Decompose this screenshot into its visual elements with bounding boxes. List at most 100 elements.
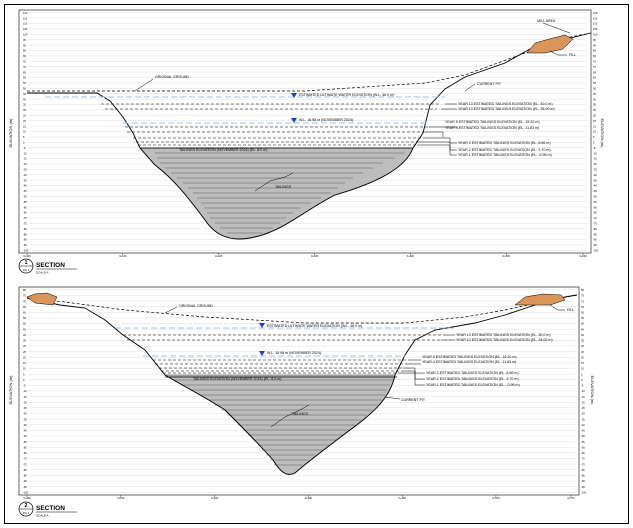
- y-tick-label: -90: [23, 479, 27, 483]
- y-tick-label: -85: [581, 474, 585, 478]
- y-tick-label: -85: [23, 232, 27, 236]
- y-tick-label: 115: [593, 16, 598, 20]
- y-tick-label: -30: [593, 173, 597, 177]
- section-1-year-4-label: YEAR 4 ESTIMATED TAILINGS ELEVATION (EL.…: [445, 126, 539, 130]
- y-tick-label: 45: [23, 92, 26, 96]
- y-tick-label: 30: [23, 108, 26, 112]
- section-1-mill-area-label: MILL AREA: [537, 19, 556, 23]
- y-tick-label: -15: [581, 395, 585, 399]
- y-tick-label: -85: [593, 232, 597, 236]
- y-tick-label: 120: [23, 11, 28, 15]
- y-tick-label: -65: [23, 451, 27, 455]
- x-tick-label: 0+200: [211, 496, 219, 500]
- y-tick-label: 40: [581, 333, 584, 337]
- section-1-tailings-nov-label: TAILINGS ELEVATION (NOVEMBER 2024) (EL. …: [179, 148, 267, 152]
- y-tick-label: 25: [23, 350, 26, 354]
- section-2-leaders: [164, 304, 565, 428]
- x-tick-label: 0+000: [23, 496, 31, 500]
- y-tick-label: -35: [23, 178, 27, 182]
- y-tick-label: 0: [23, 378, 25, 382]
- y-tick-label: 70: [581, 299, 584, 303]
- y-tick-label: 15: [593, 124, 596, 128]
- y-tick-label: -80: [23, 468, 27, 472]
- y-tick-label: -20: [581, 400, 585, 404]
- y-tick-label: -40: [593, 184, 597, 188]
- y-tick-label: -100: [23, 249, 29, 253]
- y-tick-label: 105: [593, 27, 598, 31]
- cross-section-drawing: 1201151101051009590858075706560555045403…: [8, 9, 605, 518]
- section-2-fill-label: FILL: [567, 308, 574, 312]
- section-1-fill-area: [526, 34, 574, 54]
- y-tick-label: 20: [593, 119, 596, 123]
- y-tick-label: 45: [593, 92, 596, 96]
- y-tick-label: -40: [23, 423, 27, 427]
- x-tick-label: 0+500: [492, 496, 500, 500]
- y-tick-label: 25: [593, 114, 596, 118]
- y-tick-label: 85: [593, 49, 596, 53]
- y-tick-label: -95: [23, 485, 27, 489]
- y-tick-label: 35: [593, 103, 596, 107]
- y-tick-label: 65: [23, 305, 26, 309]
- y-tick-label: 75: [23, 294, 26, 298]
- section-1-original-ground-label: ORIGINAL GROUND: [155, 75, 189, 79]
- section-1-year-lines: [101, 103, 441, 146]
- section-2-title-block: 2 FIG 2 SECTION SCALE A: [18, 501, 77, 518]
- y-tick-label: -10: [581, 389, 585, 393]
- section-1-ultimate-water-label: ESTIMATED ULTIMATE WATER ELEVATION (W.L.…: [299, 93, 394, 97]
- section-2-fill-area-left: [26, 292, 58, 306]
- y-tick-label: 0: [23, 141, 25, 145]
- y-tick-label: 25: [23, 114, 26, 118]
- y-tick-label: 70: [23, 65, 26, 69]
- y-tick-label: 45: [23, 327, 26, 331]
- x-tick-label: 0+200: [215, 254, 223, 258]
- section-2-wl-nov-label: W.L. 18.98 m (NOVEMBER 2024): [267, 351, 321, 355]
- y-tick-label: -70: [23, 216, 27, 220]
- y-tick-label: 70: [593, 65, 596, 69]
- section-2-border: [18, 286, 580, 496]
- section-2-y-axis-label-left: ELEVATION (m): [8, 375, 13, 405]
- y-tick-label: 80: [593, 54, 596, 58]
- section-2-number: 2: [25, 503, 28, 509]
- y-tick-label: -10: [593, 151, 597, 155]
- section-1-y-axis-label-left: ELEVATION (m): [8, 118, 13, 148]
- section-1-number: 1: [25, 260, 28, 266]
- x-tick-label: 0+100: [117, 496, 125, 500]
- y-tick-label: 115: [23, 16, 28, 20]
- y-tick-label: -100: [593, 249, 599, 253]
- y-tick-label: -20: [593, 162, 597, 166]
- y-tick-label: -20: [23, 400, 27, 404]
- y-tick-label: 55: [23, 81, 26, 85]
- section-1-scale: SCALE A: [36, 271, 49, 275]
- y-tick-label: -65: [23, 211, 27, 215]
- y-tick-label: 80: [23, 54, 26, 58]
- y-tick-label: 15: [23, 361, 26, 365]
- section-1-year-5-label: YEAR 5 ESTIMATED TAILINGS ELEVATION (EL.…: [445, 120, 540, 124]
- x-tick-label: 0+520: [579, 254, 587, 258]
- y-tick-label: -65: [581, 451, 585, 455]
- y-tick-label: -35: [581, 417, 585, 421]
- y-tick-label: 0: [593, 141, 595, 145]
- y-tick-label: 50: [23, 87, 26, 91]
- y-tick-label: -100: [581, 490, 587, 494]
- y-tick-label: 110: [593, 22, 598, 26]
- y-tick-label: -30: [581, 412, 585, 416]
- y-tick-label: -70: [581, 457, 585, 461]
- y-tick-label: -80: [23, 227, 27, 231]
- section-1-title-block: 1 FIG 1 SECTION SCALE A: [18, 258, 77, 275]
- section-1-year-2-label: YEAR 2 ESTIMATED TAILINGS ELEVATION (EL.…: [458, 148, 551, 152]
- y-tick-label: -95: [581, 485, 585, 489]
- y-tick-label: 20: [23, 119, 26, 123]
- y-tick-label: 120: [593, 11, 598, 15]
- y-tick-label: 65: [581, 305, 584, 309]
- y-tick-label: 0: [581, 378, 583, 382]
- section-1-y-ticks-left: 1201151101051009590858075706560555045403…: [23, 11, 29, 253]
- section-1-year-1-label: YEAR 1 ESTIMATED TAILINGS ELEVATION (EL.…: [458, 153, 552, 157]
- y-tick-label: -25: [23, 168, 27, 172]
- section-2-scale: SCALE A: [36, 514, 49, 518]
- y-tick-label: 15: [581, 361, 584, 365]
- section-2-year-lines: [123, 334, 445, 374]
- y-tick-label: 35: [23, 339, 26, 343]
- y-tick-label: -30: [23, 412, 27, 416]
- y-tick-label: 5: [593, 135, 595, 139]
- y-tick-label: 100: [593, 33, 598, 37]
